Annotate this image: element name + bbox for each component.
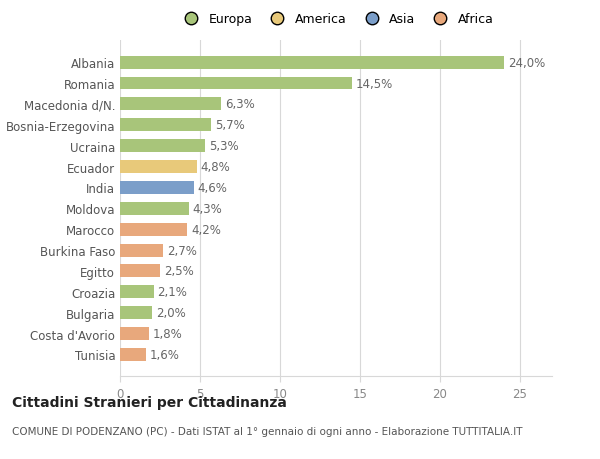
Bar [120,285,154,299]
Bar [120,140,205,153]
Text: 2,1%: 2,1% [158,285,187,299]
Text: 2,7%: 2,7% [167,244,197,257]
Bar [120,244,163,257]
Bar [120,182,194,195]
Text: 4,3%: 4,3% [193,202,223,215]
Text: 4,8%: 4,8% [201,161,230,174]
Bar [120,161,197,174]
Text: 4,2%: 4,2% [191,223,221,236]
Text: 14,5%: 14,5% [356,78,393,90]
Bar [120,265,160,278]
Legend: Europa, America, Asia, Africa: Europa, America, Asia, Africa [176,11,496,28]
Bar [120,119,211,132]
Text: 6,3%: 6,3% [225,98,254,111]
Bar [120,56,504,69]
Bar [120,98,221,111]
Bar [120,307,152,319]
Text: COMUNE DI PODENZANO (PC) - Dati ISTAT al 1° gennaio di ogni anno - Elaborazione : COMUNE DI PODENZANO (PC) - Dati ISTAT al… [12,426,523,436]
Bar [120,78,352,90]
Text: 1,8%: 1,8% [153,327,182,340]
Text: 1,6%: 1,6% [149,348,179,361]
Bar [120,327,149,340]
Text: 5,7%: 5,7% [215,119,245,132]
Bar [120,223,187,236]
Text: 4,6%: 4,6% [197,181,227,195]
Text: 2,5%: 2,5% [164,265,194,278]
Text: Cittadini Stranieri per Cittadinanza: Cittadini Stranieri per Cittadinanza [12,395,287,409]
Bar [120,202,189,215]
Bar [120,348,146,361]
Text: 24,0%: 24,0% [508,56,545,69]
Text: 2,0%: 2,0% [156,307,186,319]
Text: 5,3%: 5,3% [209,140,238,153]
